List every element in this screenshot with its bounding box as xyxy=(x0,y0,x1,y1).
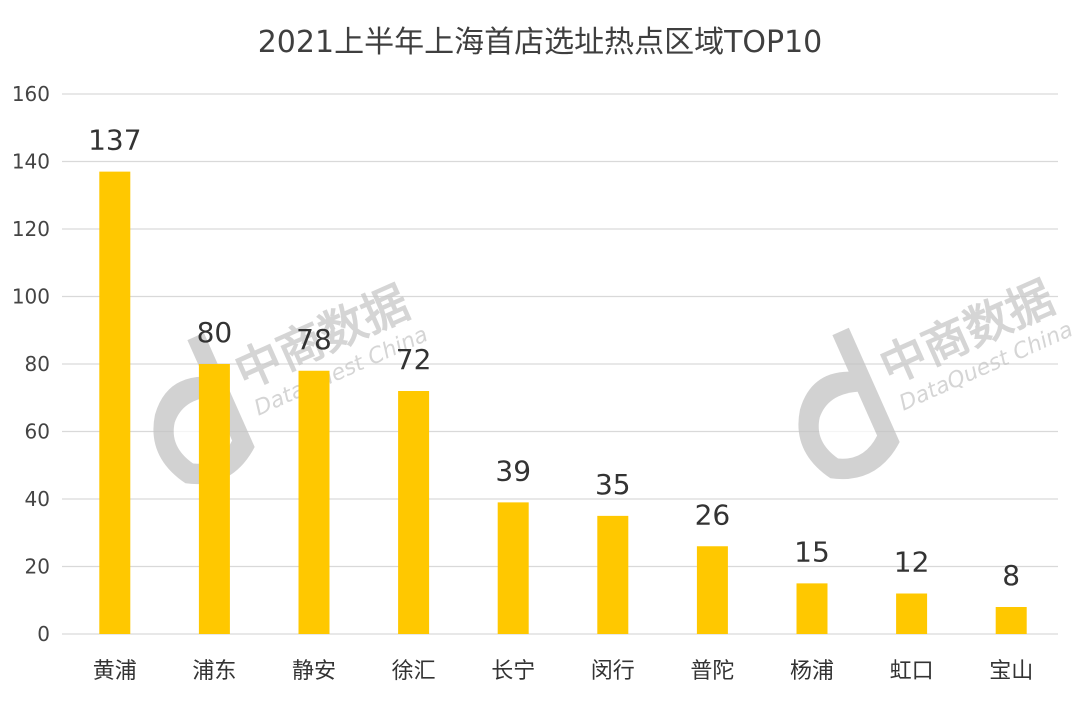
data-label: 137 xyxy=(88,124,141,157)
x-axis-ticks: 黄浦 浦东 静安 徐汇 长宁 闵行 普陀 杨浦 虹口 宝山 xyxy=(93,659,1033,684)
x-tick-label: 宝山 xyxy=(989,659,1033,684)
y-tick-label: 60 xyxy=(25,420,50,444)
data-label: 39 xyxy=(495,454,531,487)
x-tick-label: 徐汇 xyxy=(392,659,436,684)
x-tick-label: 杨浦 xyxy=(790,659,834,684)
y-axis-ticks: 0 20 40 60 80 100 120 140 160 xyxy=(12,82,50,646)
bar xyxy=(696,546,728,634)
data-label: 12 xyxy=(894,546,930,579)
watermark-mark-inner-icon xyxy=(818,391,878,459)
x-tick-label: 闵行 xyxy=(591,659,635,684)
y-tick-label: 20 xyxy=(25,555,50,579)
bar xyxy=(398,391,430,634)
y-tick-label: 100 xyxy=(12,285,50,309)
y-tick-label: 120 xyxy=(12,217,50,241)
data-labels: 137 80 78 72 39 35 26 15 12 8 xyxy=(88,124,1020,592)
y-tick-label: 0 xyxy=(37,622,50,646)
y-tick-label: 40 xyxy=(25,487,50,511)
bar xyxy=(995,607,1027,634)
data-label: 80 xyxy=(197,316,233,349)
chart-title: 2021上半年上海首店选址热点区域TOP10 xyxy=(258,25,823,60)
bar xyxy=(99,171,131,634)
x-tick-label: 普陀 xyxy=(690,659,734,684)
y-tick-label: 80 xyxy=(25,352,50,376)
bar xyxy=(796,583,828,634)
bar xyxy=(198,364,230,634)
y-tick-label: 160 xyxy=(12,82,50,106)
bar xyxy=(896,593,928,634)
data-label: 35 xyxy=(595,468,631,501)
x-tick-label: 长宁 xyxy=(491,659,535,684)
y-tick-label: 140 xyxy=(12,150,50,174)
x-tick-label: 浦东 xyxy=(192,659,236,684)
data-label: 78 xyxy=(296,323,332,356)
x-tick-label: 虹口 xyxy=(890,659,934,684)
bar xyxy=(497,502,529,634)
data-label: 72 xyxy=(396,343,432,376)
data-label: 8 xyxy=(1002,559,1020,592)
data-label: 26 xyxy=(695,498,731,531)
bar xyxy=(298,370,330,634)
data-label: 15 xyxy=(794,535,830,568)
x-tick-label: 静安 xyxy=(292,659,336,684)
bar xyxy=(597,515,629,634)
bars xyxy=(99,171,1027,634)
x-tick-label: 黄浦 xyxy=(93,659,137,684)
